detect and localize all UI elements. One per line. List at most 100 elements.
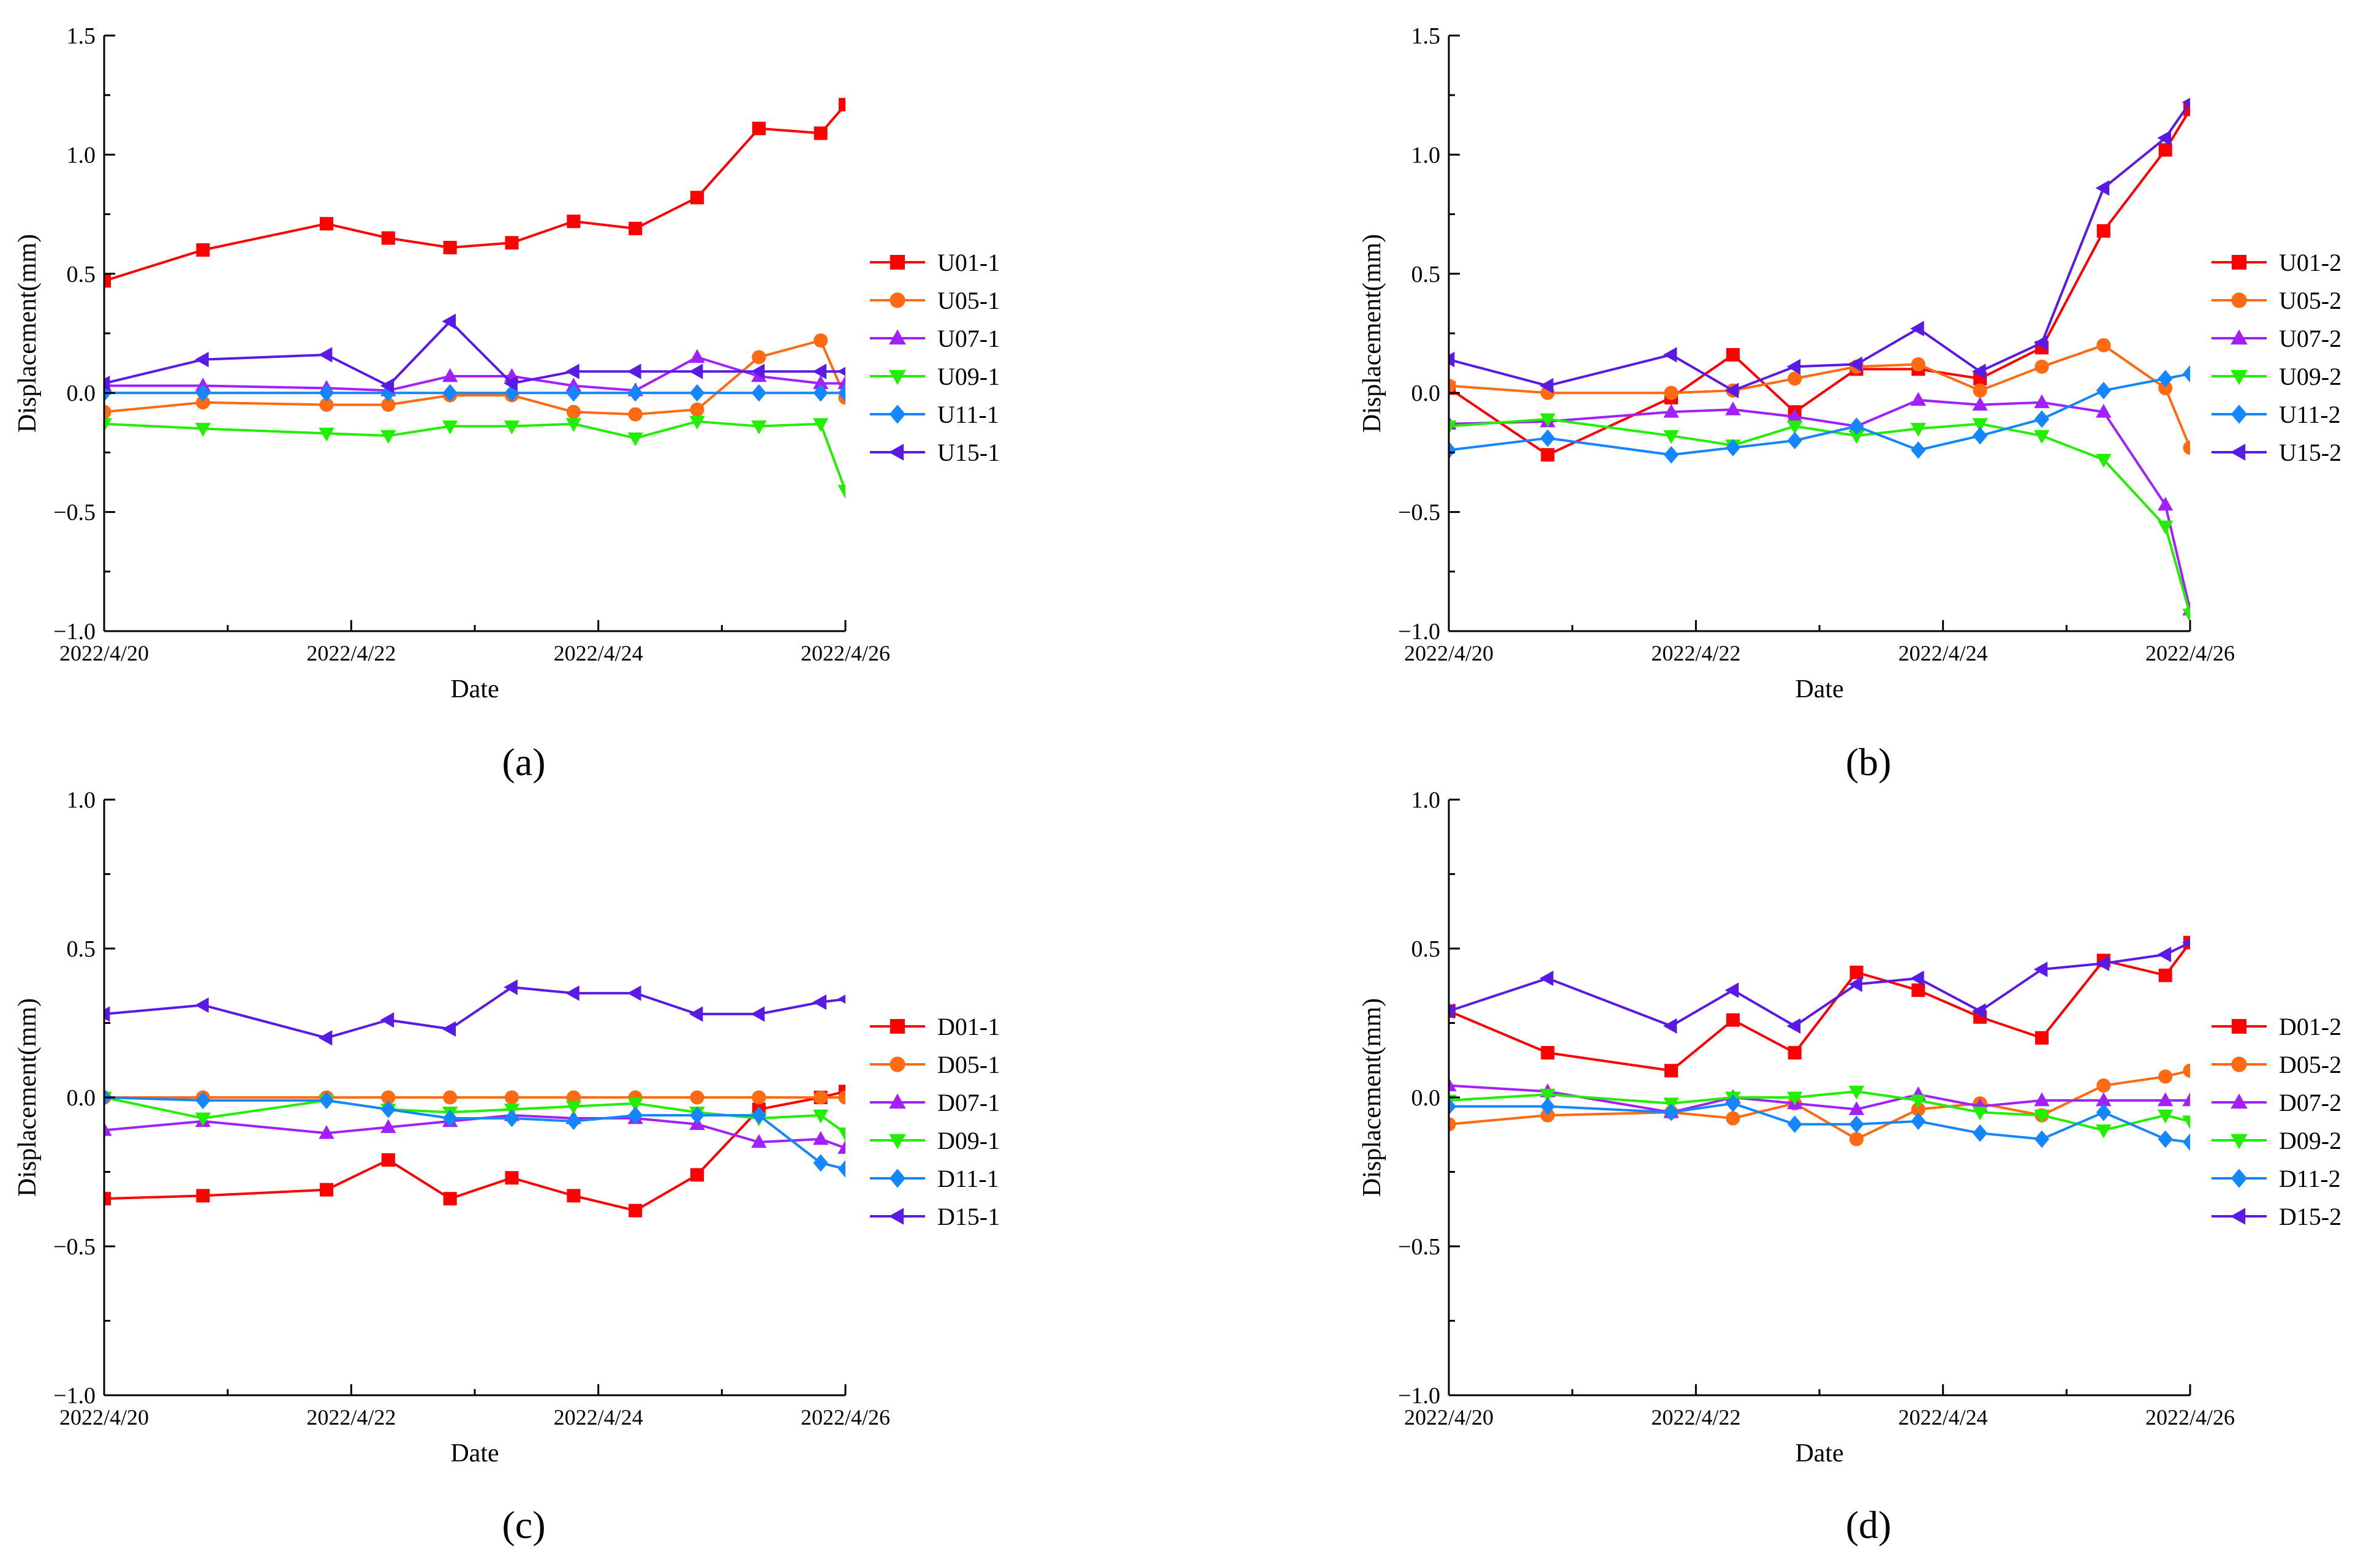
legend-marker-U09-1	[889, 369, 906, 385]
data-point-D11-1-6	[566, 1112, 581, 1131]
data-point-D15-1-7	[627, 985, 641, 1001]
data-point-D05-1-11	[838, 1090, 845, 1105]
data-point-U11-2-1	[1540, 429, 1555, 447]
data-point-U05-1-10	[814, 333, 828, 348]
data-point-D07-1-0	[104, 1122, 112, 1136]
data-point-U01-2-1	[1541, 448, 1555, 462]
data-point-U09-1-4	[442, 420, 458, 434]
data-point-D11-1-3	[380, 1101, 396, 1118]
data-point-D11-2-11	[2182, 1133, 2190, 1151]
data-point-U07-2-4	[1787, 408, 1803, 423]
legend-label-D09-1: D09-1	[937, 1127, 1000, 1154]
data-point-U01-1-0	[104, 274, 111, 288]
data-point-D01-1-7	[629, 1203, 643, 1218]
data-point-U01-1-7	[629, 221, 643, 235]
x-tick-label: 2022/4/24	[1898, 641, 1988, 665]
data-point-D15-2-8	[2033, 961, 2048, 977]
data-point-D15-2-10	[2157, 947, 2172, 963]
y-axis-label: Displacement(mm)	[1358, 998, 1386, 1197]
data-point-D11-2-10	[2158, 1130, 2173, 1148]
data-point-D15-2-6	[1910, 970, 1924, 987]
legend-label-U01-2: U01-2	[2279, 249, 2341, 276]
legend-marker-D07-1	[889, 1093, 906, 1109]
data-point-U05-2-9	[2096, 338, 2111, 352]
legend-marker-D15-2	[2230, 1208, 2246, 1225]
y-tick-label: 1.0	[67, 142, 96, 168]
data-point-U09-1-6	[565, 418, 581, 432]
legend-label-U11-1: U11-1	[937, 401, 999, 428]
data-point-U15-1-4	[442, 313, 456, 330]
data-point-D05-1-3	[381, 1090, 396, 1105]
data-point-D05-1-5	[504, 1090, 519, 1105]
y-tick-label: −0.5	[1398, 1234, 1440, 1260]
y-tick-label: 0.5	[67, 262, 96, 287]
data-point-U05-2-11	[2183, 441, 2190, 455]
data-point-U15-2-10	[2157, 130, 2172, 146]
data-point-U09-2-0	[1449, 420, 1457, 434]
x-tick-label: 2022/4/22	[1651, 1405, 1740, 1430]
data-point-U09-2-2	[1663, 430, 1679, 444]
data-point-D07-1-2	[319, 1125, 334, 1139]
data-point-U11-1-6	[566, 384, 581, 402]
data-point-D01-1-0	[104, 1192, 111, 1206]
series-line-D09-2	[1449, 1090, 2190, 1132]
panel-label: (c)	[502, 1503, 545, 1547]
data-point-U05-1-8	[690, 402, 705, 417]
data-point-U15-2-6	[1910, 320, 1924, 336]
x-axis-label: Date	[450, 675, 499, 703]
series-line-D05-2	[1449, 1069, 2190, 1141]
data-point-D15-1-2	[318, 1030, 333, 1046]
data-point-U05-1-2	[319, 398, 334, 412]
data-point-U15-1-5	[504, 375, 518, 392]
data-point-D15-1-4	[442, 1021, 456, 1037]
data-point-U15-2-2	[1663, 347, 1677, 363]
y-tick-label: −1.0	[1398, 1383, 1440, 1409]
series-group	[1449, 97, 2190, 623]
data-point-U15-1-6	[565, 363, 580, 379]
y-tick-label: 1.0	[67, 787, 96, 813]
x-tick-label: 2022/4/26	[2145, 1405, 2235, 1430]
y-axis-label: Displacement(mm)	[13, 998, 42, 1197]
legend-marker-U05-1	[890, 292, 905, 308]
data-point-U11-1-3	[380, 384, 396, 402]
data-point-U11-2-0	[1449, 441, 1457, 459]
y-tick-label: 0.0	[67, 1085, 96, 1111]
legend-marker-D15-1	[888, 1208, 904, 1225]
data-point-D07-1-3	[380, 1119, 396, 1133]
data-point-D09-2-1	[1539, 1088, 1555, 1103]
data-point-D15-1-5	[504, 979, 518, 995]
data-point-D09-1-7	[627, 1097, 643, 1112]
legend-marker-U01-1	[890, 255, 905, 270]
data-point-U01-1-4	[443, 241, 457, 255]
data-point-D01-1-5	[505, 1171, 519, 1185]
legend-label-D01-2: D01-2	[2279, 1013, 2341, 1040]
legend-marker-U07-2	[2231, 329, 2248, 345]
data-point-U11-2-5	[1849, 417, 1864, 435]
data-point-D05-2-5	[1849, 1132, 1864, 1146]
data-point-U15-2-8	[2033, 335, 2048, 351]
data-point-D11-2-1	[1540, 1097, 1555, 1115]
data-point-U11-2-3	[1725, 439, 1740, 456]
chart-panel-b: −1.0 −0.5 0.0 0.5 1.0 1.5 2022/4/20 2022/4/22 20…	[1358, 23, 2341, 784]
data-point-D15-1-1	[195, 997, 209, 1013]
x-tick-label: 2022/4/24	[554, 641, 643, 665]
x-tick-label: 2022/4/20	[1404, 1405, 1494, 1430]
data-point-D01-2-3	[1726, 1013, 1740, 1027]
data-point-D09-2-10	[2158, 1109, 2174, 1124]
data-point-D15-2-9	[2095, 955, 2110, 971]
panel-label: (a)	[502, 740, 545, 784]
data-point-U09-1-10	[813, 418, 829, 432]
y-tick-label: −1.0	[53, 1383, 96, 1409]
data-point-D11-1-8	[689, 1106, 705, 1124]
data-point-U05-1-9	[752, 350, 766, 365]
x-tick-label: 2022/4/20	[1404, 641, 1494, 665]
data-point-U05-1-7	[628, 407, 643, 422]
data-point-D15-1-3	[380, 1012, 395, 1028]
data-point-D07-2-8	[2034, 1092, 2050, 1107]
data-point-U05-1-0	[104, 404, 111, 419]
legend-marker-U11-1	[889, 404, 906, 424]
y-tick-label: 1.5	[67, 23, 96, 49]
data-point-D05-1-10	[814, 1090, 828, 1105]
legend-marker-U15-2	[2230, 444, 2246, 461]
legend-label-U01-1: U01-1	[937, 249, 1000, 276]
